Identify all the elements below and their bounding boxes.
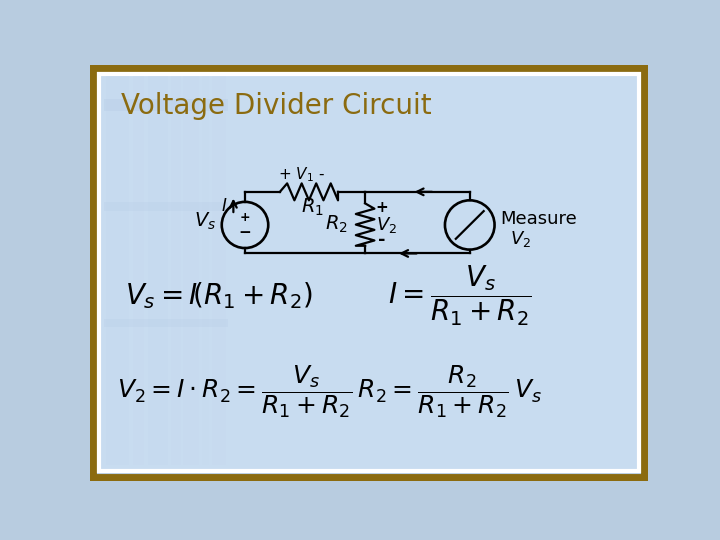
Text: $V_s = I\!\left(R_1 + R_2\right)$: $V_s = I\!\left(R_1 + R_2\right)$: [125, 280, 312, 311]
FancyBboxPatch shape: [104, 99, 228, 111]
Text: $R_2$: $R_2$: [325, 214, 348, 235]
Text: −: −: [238, 225, 251, 240]
FancyBboxPatch shape: [171, 76, 181, 465]
FancyBboxPatch shape: [99, 74, 639, 471]
Text: $I$: $I$: [221, 197, 228, 215]
Text: Voltage Divider Circuit: Voltage Divider Circuit: [121, 92, 431, 120]
FancyBboxPatch shape: [106, 76, 129, 465]
Text: $V_2$: $V_2$: [510, 229, 531, 249]
FancyBboxPatch shape: [148, 76, 168, 465]
Text: +: +: [240, 211, 251, 224]
Text: $V_s$: $V_s$: [194, 211, 216, 232]
Text: $V_2$: $V_2$: [377, 214, 397, 234]
Text: +: +: [376, 200, 389, 215]
FancyBboxPatch shape: [104, 319, 228, 327]
FancyBboxPatch shape: [212, 76, 226, 465]
FancyBboxPatch shape: [202, 76, 209, 465]
FancyBboxPatch shape: [183, 76, 199, 465]
FancyBboxPatch shape: [132, 76, 144, 465]
Text: $R_1$: $R_1$: [302, 197, 324, 218]
FancyBboxPatch shape: [104, 202, 228, 211]
Text: -: -: [379, 231, 386, 248]
Text: + $V_1$ -: + $V_1$ -: [278, 166, 325, 184]
Text: $I = \dfrac{V_s}{R_1 + R_2}$: $I = \dfrac{V_s}{R_1 + R_2}$: [388, 264, 531, 328]
Text: $V_2 = I \cdot R_2 = \dfrac{V_s}{R_1 + R_2}\,R_2 = \dfrac{R_2}{R_1 + R_2}\,V_s$: $V_2 = I \cdot R_2 = \dfrac{V_s}{R_1 + R…: [117, 364, 542, 420]
Text: Measure: Measure: [500, 210, 577, 228]
FancyBboxPatch shape: [90, 65, 648, 481]
